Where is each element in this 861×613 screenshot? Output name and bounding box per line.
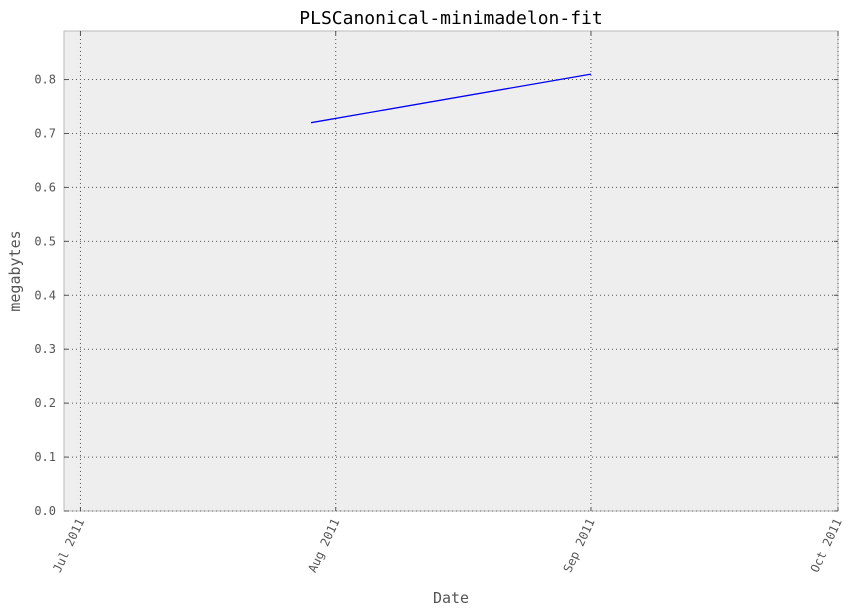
x-tick-labels: Jul 2011 Aug 2011 Sep 2011 Oct 2011 xyxy=(50,516,845,574)
grid-lines xyxy=(64,31,839,512)
y-tick-label: 0.5 xyxy=(34,234,56,248)
y-tick-label: 0.1 xyxy=(34,450,56,464)
y-tick-label: 0.3 xyxy=(34,342,56,356)
y-tick-label: 0.4 xyxy=(34,288,56,302)
y-tick-label: 0.6 xyxy=(34,180,56,194)
plot-area xyxy=(63,30,839,512)
x-tick-label: Sep 2011 xyxy=(561,516,598,574)
chart-title: PLSCanonical-minimadelon-fit xyxy=(299,8,602,29)
y-axis-label: megabytes xyxy=(6,230,24,311)
x-tick-label: Jul 2011 xyxy=(50,516,87,574)
y-tick-label: 0.8 xyxy=(34,73,56,87)
y-tick-label: 0.0 xyxy=(34,504,56,518)
x-tick-label: Oct 2011 xyxy=(808,516,845,574)
x-axis-label: Date xyxy=(433,589,469,607)
x-tick-label: Aug 2011 xyxy=(305,516,342,574)
y-tick-labels: 0.0 0.1 0.2 0.3 0.4 0.5 0.6 0.7 0.8 xyxy=(34,73,56,518)
y-tick-label: 0.7 xyxy=(34,126,56,140)
y-tick-label: 0.2 xyxy=(34,396,56,410)
series-group xyxy=(310,73,592,124)
series-line xyxy=(310,73,592,124)
